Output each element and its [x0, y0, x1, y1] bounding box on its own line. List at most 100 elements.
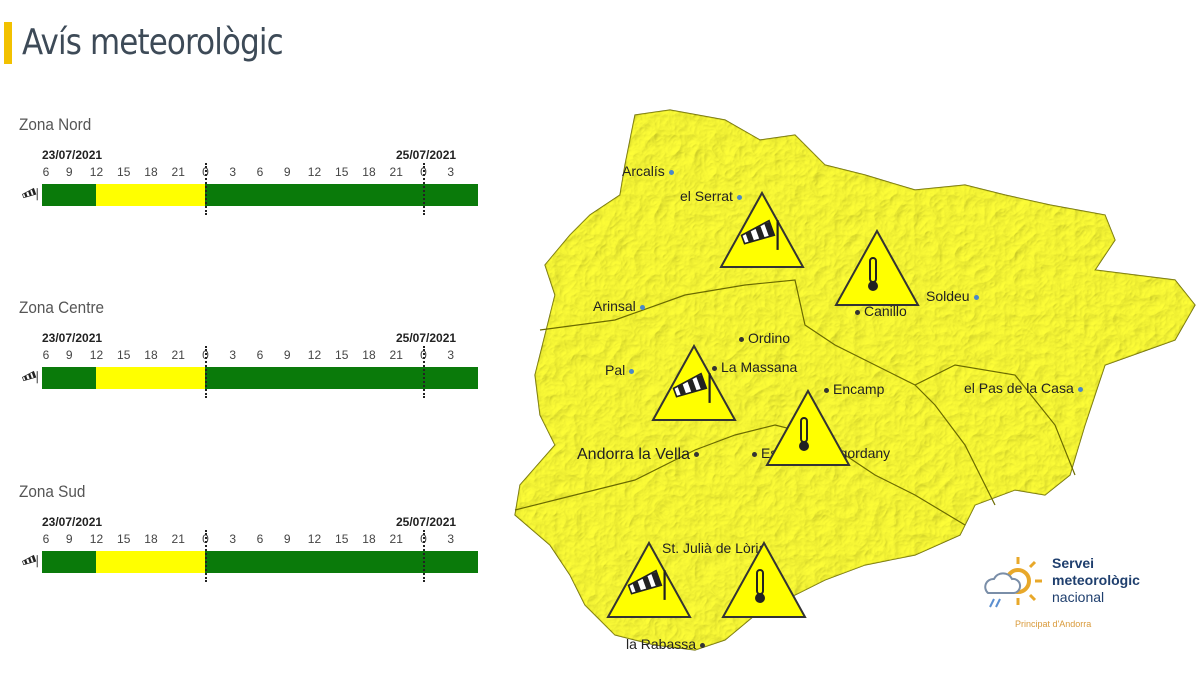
- day-divider: [205, 346, 207, 398]
- hour-tick: 21: [171, 532, 185, 546]
- hour-tick: 15: [117, 348, 131, 362]
- hour-tick: 15: [335, 348, 349, 362]
- zone-timeline: Zona Nord 23/07/2021 25/07/2021 6 9 12 15 18…: [0, 115, 490, 275]
- place-label: Andorra la Vella: [577, 446, 703, 464]
- date-start: 23/07/2021: [42, 331, 103, 345]
- place-label: el Serrat: [680, 188, 746, 204]
- place-label: Arinsal: [593, 298, 649, 314]
- windsock-icon: [21, 187, 39, 201]
- hour-tick: 6: [42, 348, 50, 362]
- place-marker: [693, 452, 699, 458]
- page-title: Avís meteorològic: [22, 22, 284, 63]
- hour-tick: 3: [229, 532, 237, 546]
- warning-segment-green[interactable]: [205, 367, 478, 389]
- wind-warning-icon[interactable]: [718, 190, 806, 270]
- hour-tick: 3: [447, 532, 455, 546]
- warning-segment-yellow[interactable]: [96, 551, 206, 573]
- windsock-icon: [21, 370, 39, 384]
- hour-tick: 15: [117, 165, 131, 179]
- hour-tick: 3: [229, 348, 237, 362]
- hour-tick: 9: [65, 348, 73, 362]
- title-accent: [4, 22, 12, 64]
- hour-tick: 12: [89, 165, 104, 179]
- zone-timeline: Zona Centre 23/07/2021 25/07/2021 6 9 12 15…: [0, 298, 490, 458]
- logo-line1: Servei: [1052, 555, 1095, 571]
- place-marker: [712, 365, 717, 371]
- place-marker: [752, 451, 757, 457]
- date-end: 25/07/2021: [396, 148, 457, 162]
- hour-tick: 9: [65, 532, 73, 546]
- hour-tick: 18: [144, 348, 158, 362]
- place-marker: [639, 304, 645, 310]
- place-marker: [736, 194, 742, 200]
- temperature-warning-icon[interactable]: [720, 540, 808, 620]
- hour-tick: 18: [362, 165, 376, 179]
- andorra-map: [495, 95, 1200, 675]
- hour-tick: 9: [283, 348, 291, 362]
- hour-tick: 18: [362, 532, 376, 546]
- hour-tick: 21: [389, 165, 403, 179]
- smn-logo: Servei meteorològic nacional Principat d…: [980, 555, 1150, 635]
- hour-tick: 6: [42, 165, 50, 179]
- place-marker: [855, 309, 860, 315]
- place-label: Arcalís: [622, 163, 678, 179]
- hour-tick: 12: [89, 532, 104, 546]
- sun-cloud-icon: [984, 557, 1042, 608]
- warning-segment-green[interactable]: [205, 184, 478, 206]
- place-marker: [739, 336, 744, 342]
- place-label: Canillo: [851, 303, 907, 319]
- zone-border: [514, 424, 966, 526]
- place-label: Encamp: [820, 381, 884, 397]
- place-marker: [1077, 386, 1083, 392]
- day-divider: [423, 530, 425, 582]
- zone-name: Zona Sud: [19, 482, 86, 501]
- warning-segment-yellow[interactable]: [96, 367, 206, 389]
- wind-warning-icon[interactable]: [605, 540, 693, 620]
- place-marker: [700, 642, 706, 648]
- zone-border: [914, 364, 1076, 476]
- day-divider: [205, 163, 207, 215]
- hour-tick: 12: [307, 165, 322, 179]
- temperature-warning-icon[interactable]: [833, 228, 921, 308]
- zone-name: Zona Centre: [19, 298, 105, 317]
- place-marker: [629, 368, 635, 374]
- place-label: Pal: [605, 362, 638, 378]
- hour-tick: 3: [229, 165, 237, 179]
- warning-segment-green[interactable]: [42, 184, 97, 206]
- temperature-warning-icon[interactable]: [764, 388, 852, 468]
- place-label: La Massana: [708, 359, 797, 375]
- place-marker: [973, 294, 979, 300]
- warning-segment-yellow[interactable]: [96, 184, 206, 206]
- wind-warning-icon[interactable]: [650, 343, 738, 423]
- place-label: St. Julià de Lòria: [662, 540, 767, 556]
- hour-tick: 15: [335, 532, 349, 546]
- place-label: Soldeu: [926, 288, 983, 304]
- warning-segment-green[interactable]: [42, 367, 97, 389]
- logo-line3: nacional: [1052, 589, 1105, 605]
- warning-segment-green[interactable]: [205, 551, 478, 573]
- day-divider: [423, 346, 425, 398]
- place-marker: [668, 169, 674, 175]
- logo-line2: meteorològic: [1052, 572, 1140, 588]
- hour-tick: 21: [389, 348, 403, 362]
- hour-tick: 15: [335, 165, 349, 179]
- hour-tick: 6: [256, 348, 264, 362]
- place-label: el Pas de la Casa: [964, 380, 1087, 396]
- day-divider: [423, 163, 425, 215]
- windsock-icon: [21, 554, 39, 568]
- hour-tick: 6: [256, 165, 264, 179]
- hour-tick: 21: [171, 165, 185, 179]
- place-label: Ordino: [735, 330, 790, 346]
- date-start: 23/07/2021: [42, 515, 103, 529]
- hour-tick: 21: [171, 348, 185, 362]
- zone-timeline: Zona Sud 23/07/2021 25/07/2021 6 9 12 15 18 2…: [0, 482, 490, 642]
- warning-segment-green[interactable]: [42, 551, 97, 573]
- hour-tick: 15: [117, 532, 131, 546]
- hour-tick: 12: [307, 532, 322, 546]
- day-divider: [205, 530, 207, 582]
- hour-tick: 6: [42, 532, 50, 546]
- hour-tick: 3: [447, 165, 455, 179]
- zone-border: [539, 279, 996, 506]
- hour-tick: 12: [89, 348, 104, 362]
- hour-tick: 9: [283, 165, 291, 179]
